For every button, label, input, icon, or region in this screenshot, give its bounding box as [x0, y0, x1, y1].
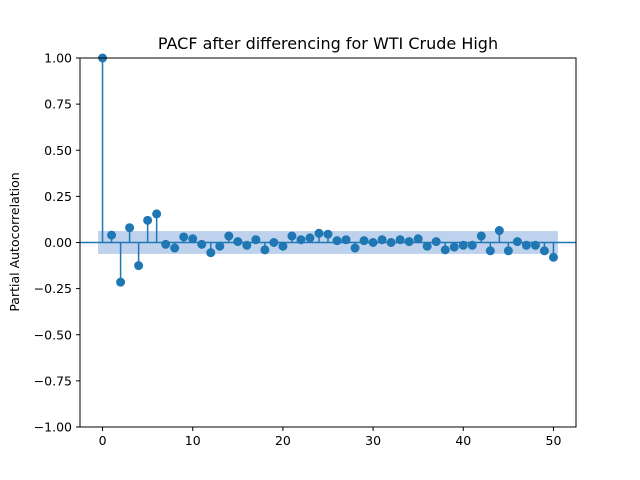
marker-lag-24: [314, 228, 324, 238]
marker-lag-50: [548, 252, 558, 262]
x-tick-label-30: 30: [365, 433, 381, 448]
marker-lag-4: [134, 261, 144, 271]
marker-lag-23: [305, 233, 315, 243]
marker-lag-9: [179, 232, 189, 242]
marker-lag-27: [341, 235, 351, 245]
y-tick-label-1: −0.75: [34, 373, 72, 388]
x-tick-label-0: 0: [99, 433, 107, 448]
plot-area: 0 10 20 30 40 50 −1.00 −0.75 −0.50 −0.25 0.00 0.25 0…: [34, 51, 577, 448]
marker-lag-36: [422, 241, 432, 251]
y-tick-label-6: 0.50: [44, 143, 72, 158]
marker-lag-11: [197, 239, 207, 249]
marker-lag-19: [269, 238, 279, 247]
marker-lag-47: [521, 240, 531, 250]
marker-lag-25: [323, 229, 333, 239]
marker-lag-12: [206, 248, 216, 258]
marker-lag-32: [386, 238, 396, 247]
y-axis-label: Partial Autocorrelation: [7, 172, 22, 311]
marker-lag-13: [215, 241, 225, 251]
marker-lag-18: [260, 245, 270, 255]
y-tick-label-8: 1.00: [44, 51, 72, 66]
marker-lag-26: [332, 236, 342, 246]
marker-lag-8: [170, 243, 180, 253]
marker-lag-34: [404, 237, 414, 247]
marker-lag-43: [485, 246, 495, 256]
x-tick-label-10: 10: [185, 433, 201, 448]
marker-lag-35: [413, 234, 423, 244]
y-tick-label-0: −1.00: [34, 420, 72, 435]
marker-lag-5: [143, 215, 153, 225]
marker-lag-48: [530, 240, 540, 250]
marker-lag-1: [107, 230, 117, 240]
marker-lag-31: [377, 235, 387, 245]
x-tick-label-40: 40: [455, 433, 471, 448]
y-tick-label-7: 0.75: [44, 97, 72, 112]
marker-lag-2: [116, 277, 126, 287]
marker-lag-30: [368, 238, 378, 247]
x-tick-label-50: 50: [546, 433, 562, 448]
marker-lag-49: [539, 246, 549, 256]
marker-lag-29: [359, 236, 369, 246]
y-tick-label-2: −0.50: [34, 327, 72, 342]
marker-lag-16: [242, 240, 252, 250]
marker-lag-37: [431, 237, 441, 247]
marker-lag-28: [350, 243, 360, 253]
chart-title: PACF after differencing for WTI Crude Hi…: [158, 34, 498, 53]
marker-lag-45: [503, 246, 513, 256]
marker-lag-14: [224, 231, 234, 241]
marker-lag-44: [494, 226, 504, 236]
marker-lag-20: [278, 241, 288, 251]
y-tick-label-3: −0.25: [34, 281, 72, 296]
marker-lag-7: [161, 239, 171, 249]
marker-lag-46: [512, 237, 522, 247]
marker-lag-39: [449, 242, 459, 252]
marker-lag-41: [467, 240, 477, 250]
marker-lag-21: [287, 231, 297, 241]
marker-lag-40: [458, 240, 468, 250]
marker-lag-42: [476, 231, 486, 241]
marker-lag-15: [233, 237, 243, 247]
marker-lag-33: [395, 235, 405, 245]
marker-lag-10: [188, 234, 198, 244]
marker-lag-38: [440, 245, 450, 255]
x-tick-label-20: 20: [275, 433, 291, 448]
y-tick-label-5: 0.25: [44, 189, 72, 204]
y-tick-label-4: 0.00: [44, 235, 72, 250]
marker-lag-3: [125, 223, 135, 233]
marker-lag-22: [296, 235, 306, 245]
marker-lag-6: [152, 209, 162, 219]
marker-lag-17: [251, 235, 261, 245]
